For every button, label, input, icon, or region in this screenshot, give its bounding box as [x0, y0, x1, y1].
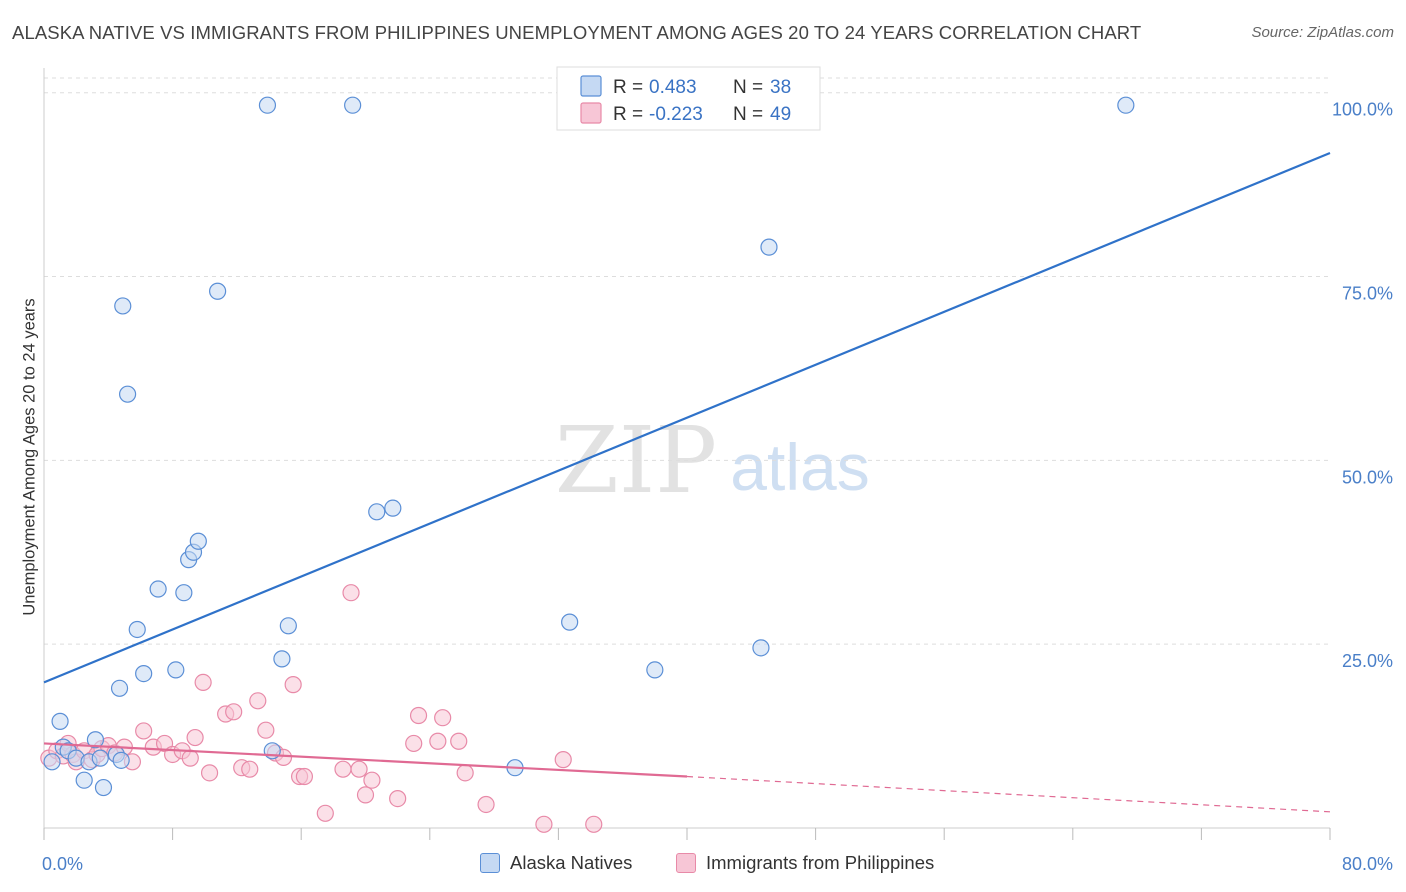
point-immigrants-philippines [554, 751, 572, 769]
point-alaska-natives [279, 617, 297, 635]
point-immigrants-philippines [181, 749, 199, 767]
point-alaska-natives [561, 613, 579, 631]
point-immigrants-philippines [186, 728, 204, 747]
legend-swatch-r-philippines [580, 102, 602, 124]
point-alaska-natives [384, 499, 402, 517]
point-alaska-natives [646, 661, 664, 679]
point-alaska-natives [149, 580, 167, 598]
point-immigrants-philippines [194, 673, 212, 692]
point-alaska-natives [258, 96, 277, 114]
y-tick-label: 75.0% [1342, 284, 1393, 304]
point-immigrants-philippines [363, 771, 381, 789]
point-immigrants-philippines [429, 732, 447, 750]
point-immigrants-philippines [200, 764, 219, 782]
point-alaska-natives [175, 584, 193, 602]
point-alaska-natives [112, 751, 130, 769]
legend-n-label: N = [733, 104, 763, 125]
point-alaska-natives [273, 650, 291, 668]
point-immigrants-philippines [450, 732, 468, 750]
legend-n-value: 38 [770, 77, 791, 98]
point-immigrants-philippines [249, 692, 267, 710]
point-immigrants-philippines [295, 767, 314, 786]
point-immigrants-philippines [257, 721, 275, 739]
legend-r-label: R = [613, 77, 643, 98]
point-immigrants-philippines [477, 795, 495, 814]
y-tick-label: 100.0% [1332, 100, 1393, 120]
point-alaska-natives [51, 712, 69, 730]
point-immigrants-philippines [241, 760, 259, 778]
legend-r-value: 0.483 [649, 77, 697, 98]
point-immigrants-philippines [334, 760, 352, 778]
point-alaska-natives [86, 731, 105, 749]
point-immigrants-philippines [350, 760, 368, 778]
point-immigrants-philippines [284, 676, 302, 694]
point-alaska-natives [118, 385, 137, 403]
point-immigrants-philippines [316, 804, 334, 822]
legend-label-alaska-natives: Alaska Natives [510, 852, 633, 873]
point-immigrants-philippines [585, 815, 603, 833]
point-alaska-natives [94, 778, 113, 797]
point-alaska-natives [209, 282, 227, 300]
chart-title: ALASKA NATIVE VS IMMIGRANTS FROM PHILIPP… [12, 22, 1142, 43]
point-immigrants-philippines [389, 789, 407, 808]
point-immigrants-philippines [434, 709, 452, 727]
point-alaska-natives [91, 749, 109, 767]
y-tick-label: 50.0% [1342, 467, 1393, 487]
legend-item-immigrants-philippines[interactable]: Immigrants from Philippines [676, 852, 934, 874]
trendline-immigrants-philippines-extrapolated [686, 775, 1331, 813]
y-tick-label: 25.0% [1342, 651, 1393, 671]
point-alaska-natives [1117, 96, 1135, 114]
watermark-atlas: atlas [730, 430, 869, 504]
point-alaska-natives [189, 532, 207, 550]
point-immigrants-philippines [535, 815, 553, 833]
point-alaska-natives [368, 503, 386, 521]
legend-r-label: R = [613, 104, 643, 125]
point-alaska-natives [43, 753, 61, 771]
legend-swatch-r-alaska [580, 75, 602, 97]
x-tick-label: 80.0% [1342, 854, 1393, 874]
point-alaska-natives [167, 661, 185, 679]
legend-r-value: -0.223 [649, 104, 703, 125]
point-alaska-natives [760, 238, 778, 256]
trendline-alaska-natives [43, 151, 1331, 684]
point-immigrants-philippines [405, 734, 423, 753]
trendline-immigrants-philippines [43, 742, 688, 778]
point-immigrants-philippines [342, 584, 360, 602]
point-immigrants-philippines [225, 703, 243, 721]
legend-n-value: 49 [770, 104, 791, 125]
x-tick-label: 0.0% [42, 854, 83, 874]
point-immigrants-philippines [409, 706, 428, 725]
point-alaska-natives [128, 620, 146, 639]
legend-swatch-immigrants-philippines [676, 853, 696, 873]
point-alaska-natives [752, 639, 770, 657]
point-immigrants-philippines [356, 786, 375, 804]
point-alaska-natives [344, 96, 362, 114]
legend-n-label: N = [733, 77, 763, 98]
point-alaska-natives [75, 771, 93, 789]
point-immigrants-philippines [456, 764, 474, 782]
legend-swatch-alaska-natives [480, 853, 500, 873]
point-alaska-natives [110, 679, 129, 697]
chart-source: Source: ZipAtlas.com [1251, 24, 1394, 41]
legend-item-alaska-natives[interactable]: Alaska Natives [480, 852, 632, 874]
point-alaska-natives [114, 297, 132, 315]
point-immigrants-philippines [135, 722, 153, 740]
legend-label-immigrants-philippines: Immigrants from Philippines [706, 852, 935, 873]
point-alaska-natives [135, 664, 153, 683]
bottom-legend: Alaska Natives Immigrants from Philippin… [0, 852, 1406, 878]
